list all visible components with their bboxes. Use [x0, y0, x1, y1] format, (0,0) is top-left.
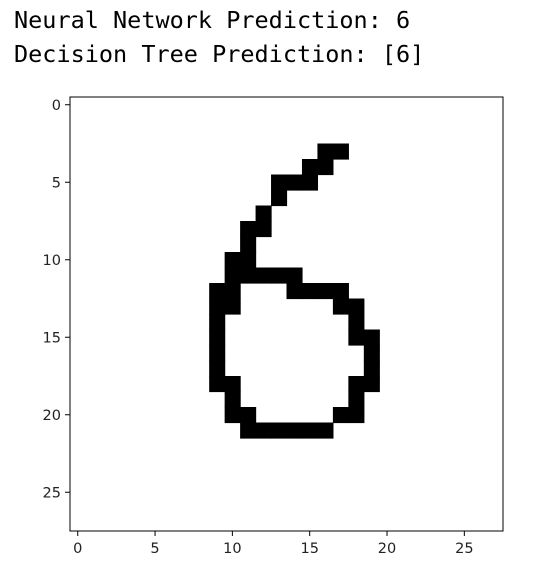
pixel-layer	[209, 143, 380, 439]
axes-frame	[69, 96, 504, 532]
digit-pixel	[348, 376, 365, 393]
digit-pixel	[317, 143, 334, 160]
digit-pixel	[255, 205, 272, 222]
digit-pixel	[301, 422, 319, 439]
digit-pixel	[224, 407, 241, 424]
digit-pixel	[332, 143, 349, 160]
digit-pixel	[255, 267, 272, 284]
digit-pixel	[348, 314, 365, 331]
digit-pixel	[240, 267, 257, 284]
digit-pixel	[317, 422, 334, 439]
digit-pixel	[209, 298, 226, 315]
y-axis: 0 5 10 15 20 25	[43, 98, 70, 501]
digit-pixel	[317, 283, 334, 300]
digit-pixel	[271, 267, 288, 284]
digit-pixel	[209, 329, 226, 346]
x-tick-label: 0	[73, 541, 82, 557]
digit-pixel	[348, 391, 365, 408]
digit-pixel	[209, 376, 226, 393]
digit-pixel	[209, 360, 226, 377]
digit-pixel	[255, 422, 272, 439]
digit-pixel	[209, 283, 226, 300]
decision-tree-prediction-text: Decision Tree Prediction: [6]	[14, 40, 425, 68]
digit-pixel	[271, 422, 288, 439]
neural-network-prediction-text: Neural Network Prediction: 6	[14, 6, 411, 34]
digit-pixel	[286, 283, 303, 300]
digit-pixel	[224, 391, 241, 408]
digit-pixel	[363, 360, 380, 377]
digit-pixel	[240, 252, 257, 269]
digit-pixel	[363, 376, 380, 393]
digit-pixel	[286, 422, 303, 439]
digit-pixel	[209, 314, 226, 331]
x-tick-label: 5	[150, 541, 159, 557]
digit-pixel	[271, 190, 288, 207]
x-tick-label: 20	[378, 541, 396, 557]
digit-pixel	[286, 267, 303, 284]
digit-pixel	[332, 407, 349, 424]
digit-pixel	[301, 159, 319, 176]
digit-pixel	[286, 174, 303, 191]
x-axis: 0 5 10 15 20 25	[73, 531, 474, 557]
y-tick-label: 20	[43, 408, 61, 424]
digit-pixel	[301, 174, 319, 191]
y-tick-label: 25	[43, 485, 61, 501]
y-tick-label: 15	[43, 330, 61, 346]
digit-pixel	[255, 221, 272, 238]
digit-pixel	[363, 329, 380, 346]
digit-pixel	[348, 329, 365, 346]
digit-pixel	[240, 407, 257, 424]
digit-pixel	[240, 236, 257, 253]
digit-pixel	[240, 422, 257, 439]
digit-pixel	[224, 376, 241, 393]
digit-pixel	[363, 345, 380, 362]
digit-pixel	[332, 283, 349, 300]
digit-pixel	[240, 221, 257, 238]
digit-pixel	[317, 159, 334, 176]
digit-pixel	[348, 407, 365, 424]
y-tick-label: 5	[52, 175, 61, 191]
y-tick-label: 0	[52, 98, 61, 114]
digit-pixel	[301, 283, 319, 300]
digit-pixel	[224, 252, 241, 269]
digit-pixel	[209, 345, 226, 362]
y-tick-label: 10	[43, 253, 61, 269]
x-tick-label: 25	[455, 541, 473, 557]
digit-pixel	[224, 267, 241, 284]
x-tick-label: 15	[300, 541, 318, 557]
x-tick-label: 10	[223, 541, 241, 557]
digit-pixel	[224, 298, 241, 315]
digit-pixel	[271, 174, 288, 191]
digit-pixel	[332, 298, 349, 315]
digit-pixel	[348, 298, 365, 315]
digit-pixel	[224, 283, 241, 300]
